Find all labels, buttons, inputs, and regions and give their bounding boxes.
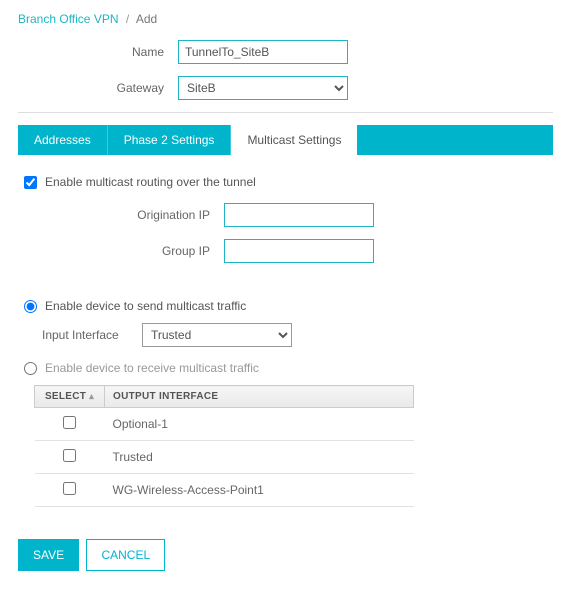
output-interface-table: SELECT▴ OUTPUT INTERFACE Optional-1 Trus… (34, 385, 414, 507)
divider (18, 112, 553, 113)
enable-multicast-checkbox[interactable] (24, 176, 37, 189)
name-label: Name (18, 45, 178, 59)
receive-radio[interactable] (24, 362, 37, 375)
gateway-select[interactable]: SiteB (178, 76, 348, 100)
group-ip-label: Group IP (24, 244, 224, 258)
origination-ip-label: Origination IP (24, 208, 224, 222)
group-ip-input[interactable] (224, 239, 374, 263)
row-interface-name: WG-Wireless-Access-Point1 (105, 474, 414, 507)
multicast-panel: Enable multicast routing over the tunnel… (18, 155, 553, 511)
send-radio[interactable] (24, 300, 37, 313)
breadcrumb-current: Add (136, 12, 157, 26)
breadcrumb: Branch Office VPN / Add (18, 12, 553, 26)
sort-icon: ▴ (89, 391, 94, 401)
tab-addresses[interactable]: Addresses (18, 125, 108, 155)
enable-multicast-label: Enable multicast routing over the tunnel (45, 175, 256, 189)
send-radio-label: Enable device to send multicast traffic (45, 299, 246, 313)
table-row: Trusted (35, 441, 414, 474)
receive-radio-label: Enable device to receive multicast traff… (45, 361, 259, 375)
breadcrumb-parent-link[interactable]: Branch Office VPN (18, 12, 119, 26)
input-interface-label: Input Interface (42, 328, 142, 342)
row-select-checkbox[interactable] (63, 449, 76, 462)
row-interface-name: Trusted (105, 441, 414, 474)
row-interface-name: Optional-1 (105, 408, 414, 441)
tab-spacer (357, 125, 553, 155)
col-select-header[interactable]: SELECT▴ (35, 386, 105, 408)
save-button[interactable]: SAVE (18, 539, 79, 571)
col-output-header[interactable]: OUTPUT INTERFACE (105, 386, 414, 408)
table-row: Optional-1 (35, 408, 414, 441)
row-select-checkbox[interactable] (63, 416, 76, 429)
row-select-checkbox[interactable] (63, 482, 76, 495)
cancel-button[interactable]: CANCEL (86, 539, 165, 571)
table-row: WG-Wireless-Access-Point1 (35, 474, 414, 507)
breadcrumb-separator: / (126, 12, 129, 26)
origination-ip-input[interactable] (224, 203, 374, 227)
name-input[interactable] (178, 40, 348, 64)
tab-multicast[interactable]: Multicast Settings (231, 125, 357, 155)
gateway-label: Gateway (18, 81, 178, 95)
tab-bar: Addresses Phase 2 Settings Multicast Set… (18, 125, 553, 155)
tab-phase2[interactable]: Phase 2 Settings (108, 125, 232, 155)
button-bar: SAVE CANCEL (18, 539, 553, 571)
input-interface-select[interactable]: Trusted (142, 323, 292, 347)
